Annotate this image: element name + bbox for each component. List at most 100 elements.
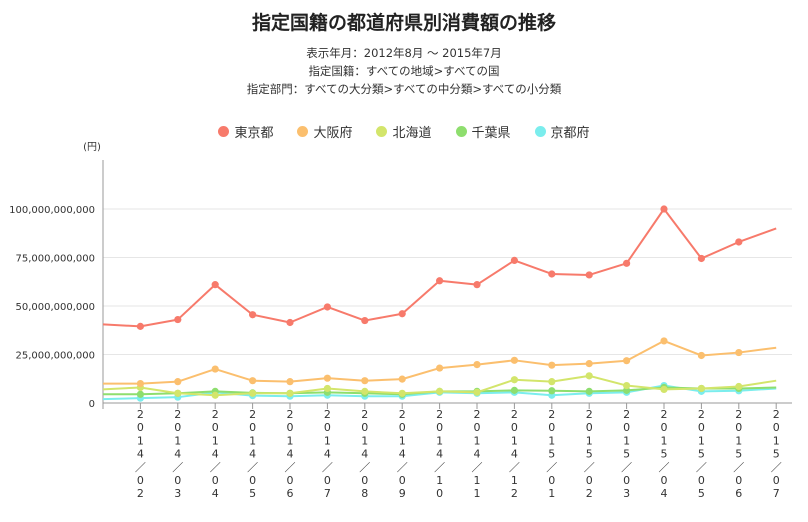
x-tick-label: 2 0 1 4 ／ 0 4 (210, 408, 221, 500)
page-title: 指定国籍の都道府県別消費額の推移 (251, 12, 556, 34)
legend-label-tokyo: 東京都 (234, 126, 274, 141)
data-point (323, 374, 331, 382)
data-point (398, 375, 406, 383)
x-tick-label: 2 0 1 4 ／ 0 8 (359, 408, 370, 500)
x-tick-label: 2 0 1 4 ／ 1 2 (509, 408, 520, 500)
x-tick-label: 2 0 1 4 ／ 0 6 (285, 408, 296, 500)
data-point (361, 387, 369, 395)
data-point (660, 385, 668, 394)
data-point (211, 365, 219, 373)
subtitle-category: 指定部門：すべての大分類>すべての中分類>すべての小分類 (246, 82, 562, 96)
legend-marker-chiba (455, 126, 467, 137)
data-point (286, 378, 294, 386)
y-tick-label: 75,000,000,000 (15, 254, 95, 265)
data-point (398, 389, 406, 397)
data-point (548, 378, 556, 386)
data-point (249, 389, 257, 397)
series-line-東京都 (102, 208, 777, 328)
data-point (211, 391, 219, 399)
x-tick-label: 2 0 1 5 ／ 0 5 (696, 408, 707, 500)
x-tick-label: 2 0 1 5 ／ 0 3 (621, 408, 632, 500)
data-point (249, 311, 257, 319)
data-point (398, 310, 406, 318)
data-point (174, 315, 182, 324)
data-point (623, 259, 631, 267)
legend-item-hokkaido[interactable]: 北海道 (376, 122, 432, 141)
data-point (473, 388, 481, 396)
x-tick-label: 2 0 1 4 ／ 0 2 (135, 408, 146, 500)
subtitle-nationality: 指定国籍：すべての地域>すべての国 (308, 64, 500, 78)
data-point (697, 254, 706, 263)
data-point (660, 205, 668, 213)
x-tick-label: 2 0 1 5 ／ 0 2 (584, 408, 595, 500)
data-point (436, 387, 444, 395)
series-line-大阪府 (103, 339, 777, 385)
data-point (211, 281, 219, 289)
x-tick-label: 2 0 1 5 ／ 0 1 (546, 408, 557, 500)
data-point (585, 360, 593, 368)
legend-marker-hokkaido (376, 126, 388, 137)
data-point (436, 364, 444, 372)
legend-label-hokkaido: 北海道 (392, 126, 432, 141)
data-point (735, 382, 743, 391)
x-tick-label: 2 0 1 4 ／ 1 0 (434, 408, 445, 500)
legend-marker-kyoto (534, 126, 546, 137)
x-tick-label: 2 0 1 4 ／ 0 5 (247, 408, 258, 500)
data-point (136, 322, 144, 330)
data-point (174, 389, 182, 397)
data-point (510, 376, 518, 384)
legend-label-kyoto: 京都府 (550, 126, 590, 141)
data-point (697, 351, 706, 360)
data-point (548, 270, 556, 278)
data-point (623, 357, 631, 365)
data-point (585, 372, 593, 380)
data-point (510, 356, 518, 364)
data-point (697, 384, 706, 393)
x-tick-label: 2 0 1 4 ／ 0 9 (397, 408, 408, 500)
data-point (585, 271, 593, 279)
legend-marker-osaka (297, 126, 309, 137)
data-point (436, 277, 444, 285)
legend-item-osaka[interactable]: 大阪府 (297, 122, 352, 141)
data-point (136, 390, 144, 398)
data-point (510, 256, 518, 265)
y-tick-label: 100,000,000,000 (9, 205, 95, 216)
data-point (473, 360, 481, 369)
data-point (660, 337, 668, 345)
x-tick-label: 2 0 1 5 ／ 0 4 (659, 408, 670, 500)
y-tick-label: 25,000,000,000 (15, 351, 95, 362)
data-point (286, 318, 294, 327)
legend-item-tokyo[interactable]: 東京都 (218, 122, 273, 141)
data-point (510, 386, 518, 394)
y-tick-label: 0 (89, 399, 95, 410)
y-tick-label: 50,000,000,000 (15, 302, 95, 313)
legend-label-osaka: 大阪府 (313, 126, 353, 141)
data-point (735, 238, 743, 246)
x-tick-label: 2 0 1 5 ／ 0 7 (771, 408, 782, 500)
data-point (361, 316, 369, 325)
data-point (473, 281, 481, 289)
data-point (548, 361, 556, 369)
data-point (623, 381, 631, 390)
x-tick-label: 2 0 1 4 ／ 1 1 (472, 408, 483, 500)
data-point (286, 389, 294, 397)
data-point (548, 387, 556, 395)
data-point (174, 378, 182, 386)
data-point (585, 387, 593, 395)
y-axis-label: (円) (83, 142, 101, 153)
data-point (323, 384, 331, 393)
x-tick-label: 2 0 1 5 ／ 0 6 (733, 408, 744, 500)
data-point (136, 380, 144, 388)
chart-legend: 東京都 大阪府 北海道 千葉県 京都府 (0, 122, 808, 141)
legend-marker-tokyo (218, 126, 230, 137)
data-point (361, 377, 369, 385)
legend-item-chiba[interactable]: 千葉県 (455, 122, 511, 141)
data-point (249, 377, 257, 385)
data-point (735, 348, 743, 357)
legend-label-chiba: 千葉県 (471, 126, 511, 141)
subtitle-period: 表示年月：2012年8月 ～ 2015年7月 (306, 46, 502, 60)
x-tick-label: 2 0 1 4 ／ 0 7 (322, 408, 333, 500)
data-point (323, 303, 331, 311)
legend-item-kyoto[interactable]: 京都府 (534, 122, 590, 141)
